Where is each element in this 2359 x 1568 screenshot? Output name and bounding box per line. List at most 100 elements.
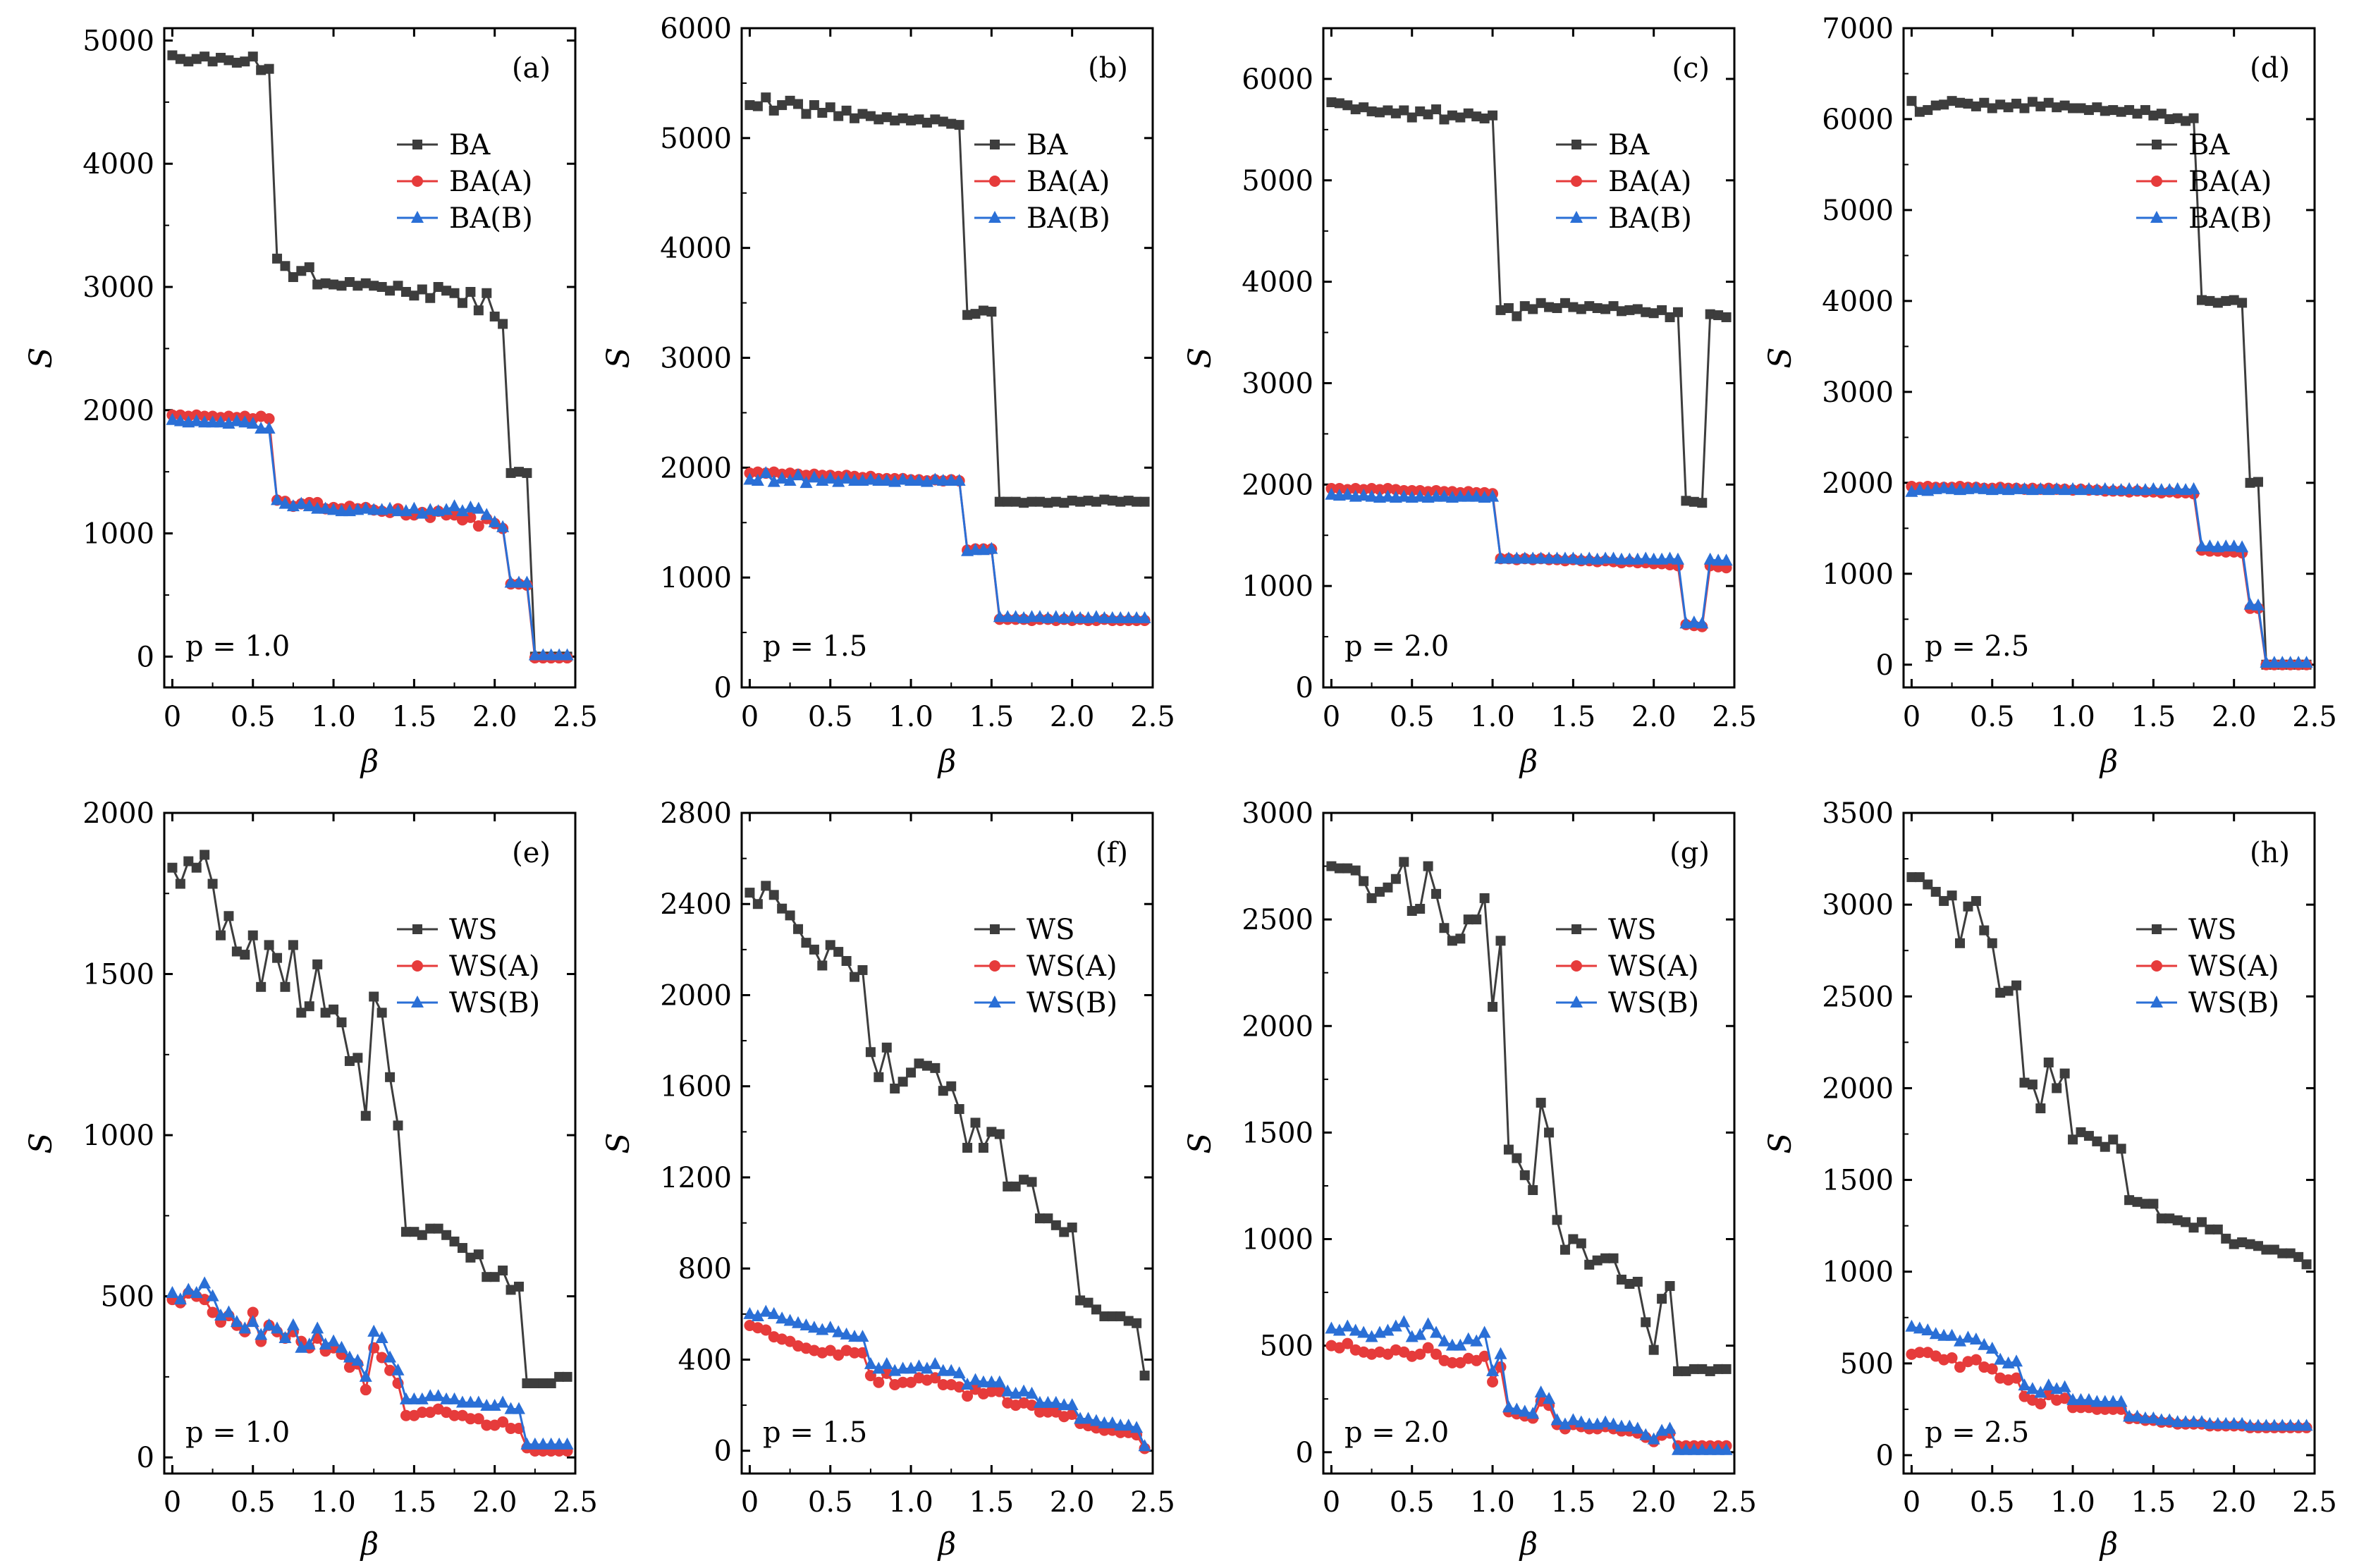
data-point [1544, 1127, 1555, 1138]
data-point [409, 290, 419, 301]
legend-marker [1571, 924, 1581, 934]
legend-entry: WS(B) [1608, 987, 1699, 1019]
data-point [2148, 1199, 2159, 1209]
data-point [1414, 489, 1427, 502]
data-point [482, 1272, 492, 1282]
data-point [1994, 482, 2007, 494]
data-point [1599, 551, 1612, 564]
data-point [2076, 1127, 2086, 1137]
data-point [489, 311, 500, 321]
x-axis-label: β [1519, 1526, 1538, 1562]
data-point [1608, 1253, 1619, 1263]
y-tick-label: 0 [714, 1435, 732, 1468]
data-point [1115, 1311, 1126, 1322]
data-point [506, 467, 516, 478]
data-point [1397, 1315, 1411, 1328]
data-point [1623, 552, 1636, 565]
y-tick-label: 4000 [82, 148, 154, 180]
data-point [1971, 101, 1981, 111]
data-point [206, 1289, 219, 1301]
data-point [200, 850, 210, 860]
data-point [954, 120, 964, 130]
data-point [865, 111, 876, 121]
data-point [2148, 110, 2159, 121]
data-point [1034, 1406, 1046, 1418]
panel-label: (f) [1096, 837, 1128, 869]
data-point [2131, 1409, 2144, 1422]
data-point [864, 472, 877, 485]
data-point [2261, 1244, 2272, 1255]
data-point [336, 1017, 347, 1028]
data-point [2211, 1416, 2224, 1429]
y-tick-label: 1500 [82, 959, 154, 991]
data-point [761, 92, 771, 103]
series-line [749, 471, 1145, 622]
chart-panel-g: 0 500 1000 1500 2000 2500 3000 0 0.5 1.0 1.5 2.0 2.5… [1182, 797, 1757, 1562]
data-point [1534, 1385, 1548, 1398]
data-point [985, 1375, 998, 1388]
data-point [2124, 105, 2135, 116]
data-point [986, 1127, 997, 1137]
y-tick-label: 2000 [82, 797, 154, 830]
y-tick-label: 2000 [1822, 467, 1894, 500]
data-point [1607, 1417, 1620, 1430]
data-point [2300, 1419, 2313, 1431]
x-tick-label: 0.5 [1390, 1486, 1435, 1519]
y-tick-label: 500 [1840, 1348, 1894, 1380]
y-tick-label: 500 [101, 1281, 154, 1313]
series-WS(B) [1905, 1319, 2313, 1431]
data-point [1512, 1153, 1522, 1163]
data-point [1552, 1215, 1562, 1225]
data-point [1003, 1181, 1013, 1192]
data-point [1544, 302, 1555, 312]
series-WS [167, 850, 572, 1389]
data-point [1431, 888, 1442, 899]
legend-marker [1571, 176, 1582, 187]
data-point [954, 1104, 964, 1115]
data-point [1105, 1416, 1119, 1428]
series-BA [745, 92, 1150, 508]
data-point [562, 1371, 572, 1382]
data-point [304, 1001, 314, 1012]
data-point [1923, 105, 1933, 116]
data-point [376, 282, 387, 293]
data-point [2003, 102, 2014, 113]
x-tick-label: 0 [1903, 1486, 1920, 1519]
data-point [359, 501, 372, 514]
data-point [1399, 105, 1409, 116]
data-point [424, 1389, 437, 1402]
data-point [1679, 1443, 1693, 1455]
data-point [2260, 656, 2273, 668]
data-point [2172, 1215, 2183, 1225]
x-tick-label: 2.0 [472, 1486, 517, 1519]
data-point [1558, 551, 1571, 564]
data-point [2107, 483, 2120, 496]
data-point [2098, 1395, 2112, 1407]
data-point [1592, 303, 1603, 314]
data-point [384, 1350, 397, 1363]
data-point [1639, 551, 1653, 564]
data-point [1010, 1181, 1021, 1192]
data-point [952, 474, 966, 486]
data-point [2043, 1057, 2054, 1067]
data-point [2221, 295, 2231, 306]
data-point [399, 1392, 412, 1404]
data-point [263, 413, 275, 425]
data-point [335, 504, 348, 517]
data-point [1995, 99, 2006, 110]
data-point [1462, 1332, 1475, 1345]
data-point [1132, 1318, 1142, 1328]
data-point [2132, 109, 2143, 119]
data-point [2196, 1217, 2207, 1227]
data-point [1487, 1376, 1499, 1388]
data-point [777, 903, 788, 914]
data-point [1479, 114, 1490, 124]
legend-entry: BA [2188, 129, 2230, 161]
y-tick-label: 5000 [82, 25, 154, 57]
data-point [1350, 865, 1361, 876]
data-point [1647, 552, 1660, 565]
data-point [833, 111, 844, 121]
data-point [1720, 553, 1733, 566]
data-point [2236, 1416, 2249, 1429]
data-point [553, 648, 566, 661]
